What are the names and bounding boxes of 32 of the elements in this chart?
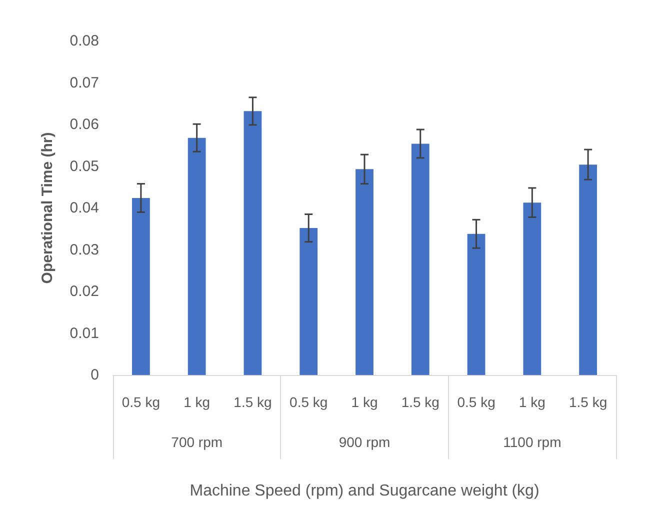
y-tick-label: 0.01	[70, 324, 99, 342]
bar	[523, 202, 542, 375]
text: 900 rpm	[338, 434, 390, 450]
text: 700 rpm	[171, 434, 223, 450]
x-tick-label: 1 kg	[184, 394, 210, 410]
bar	[244, 111, 262, 375]
y-tick-label: 0.06	[70, 116, 99, 133]
bar	[467, 234, 486, 375]
bar	[411, 144, 430, 375]
x-tick-label: 1.5 kg	[401, 394, 440, 410]
bar	[132, 198, 150, 375]
bar	[300, 228, 318, 375]
y-tick-label: 0	[90, 366, 99, 384]
bar	[356, 169, 374, 375]
y-tick-label: 0.04	[70, 200, 99, 216]
x-axis-title: Machine Speed (rpm) and Sugarcane weight (kg)	[190, 482, 540, 500]
x-tick-label: 1 kg	[351, 394, 378, 410]
x-tick-label: 0.5 kg	[457, 394, 496, 410]
bar	[188, 138, 206, 375]
y-tick-label: 0.08	[70, 32, 99, 50]
x-tick-label: 0.5 kg	[122, 394, 160, 410]
y-tick-label: 0.05	[70, 158, 99, 175]
y-tick-label: 0.02	[70, 283, 99, 300]
bar	[579, 164, 597, 375]
text: 1100 rpm	[503, 434, 562, 450]
x-tick-label: 1 kg	[518, 394, 546, 410]
y-tick-label: 0.03	[70, 241, 99, 258]
x-tick-label: 1.5 kg	[234, 394, 272, 410]
x-tick-label: 1.5 kg	[568, 394, 608, 410]
y-axis-title: Operational Time (hr)	[39, 132, 56, 284]
x-tick-label: 0.5 kg	[290, 394, 328, 410]
y-tick-label: 0.07	[70, 74, 99, 92]
